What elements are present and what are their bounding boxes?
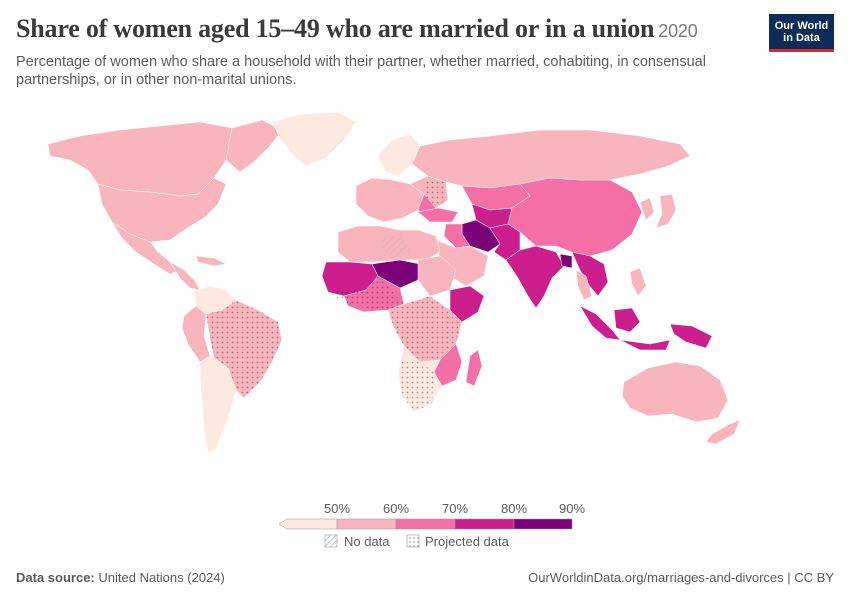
region-central-africa-dots [388, 296, 462, 362]
region-india[interactable] [505, 245, 565, 309]
projected-swatch [406, 534, 420, 548]
region-chile-argentina[interactable] [199, 355, 237, 453]
region-japan[interactable] [655, 193, 677, 229]
legend-tick-90: 90% [559, 501, 585, 516]
legend-bins [278, 518, 573, 530]
owid-logo[interactable]: Our World in Data [769, 14, 834, 52]
logo-line-2: in Data [783, 32, 820, 44]
region-bangladesh[interactable] [559, 253, 573, 269]
region-indonesia-borneo[interactable] [613, 307, 641, 333]
region-philippines[interactable] [629, 267, 647, 297]
region-central-america[interactable] [169, 261, 201, 291]
logo-line-1: Our World [774, 20, 829, 32]
legend-bin-3[interactable] [454, 518, 515, 530]
region-australia[interactable] [621, 361, 729, 423]
region-caribbean[interactable] [195, 255, 227, 267]
chart-title: Share of women aged 15–49 who are marrie… [16, 14, 698, 44]
region-indochina[interactable] [571, 251, 609, 297]
data-source-value: United Nations (2024) [98, 570, 225, 585]
region-ukraine-dots [424, 180, 446, 208]
chart-subtitle: Percentage of women who share a househol… [16, 54, 706, 88]
region-thailand[interactable] [575, 269, 593, 301]
region-brazil-projected [206, 300, 282, 398]
legend-ticks: 50% 60% 70% 80% 90% [324, 501, 585, 516]
footer-url[interactable]: OurWorldinData.org/marriages-and-divorce… [528, 570, 834, 585]
region-greenland[interactable] [271, 111, 357, 167]
region-turkey[interactable] [417, 207, 459, 223]
legend-bin-below-50[interactable] [278, 518, 338, 530]
region-peru-ecuador[interactable] [181, 305, 211, 363]
data-source: Data source: United Nations (2024) [16, 570, 225, 585]
legend-bin-2[interactable] [395, 518, 456, 530]
region-madagascar[interactable] [465, 349, 483, 387]
region-north-africa-nodata [382, 236, 410, 258]
legend-tick-60: 60% [383, 501, 409, 516]
data-source-label: Data source: [16, 570, 95, 585]
legend-tick-80: 80% [501, 501, 527, 516]
legend-bin-1[interactable] [336, 518, 397, 530]
region-scandinavia[interactable] [377, 133, 421, 177]
region-indonesia-east[interactable] [619, 339, 671, 351]
region-papua[interactable] [669, 323, 713, 349]
region-canada-east[interactable] [225, 119, 283, 173]
world-map[interactable] [0, 100, 850, 490]
region-mongolia-china[interactable] [507, 177, 643, 257]
legend-bin-4[interactable] [513, 518, 573, 530]
region-southern-africa-dots [398, 362, 434, 412]
region-korea[interactable] [639, 197, 655, 221]
title-year: 2020 [658, 21, 698, 41]
legend-tick-50: 50% [324, 501, 350, 516]
projected-label: Projected data [425, 534, 510, 549]
region-russia[interactable] [411, 129, 691, 189]
no-data-swatch [324, 534, 338, 548]
legend-tick-70: 70% [442, 501, 468, 516]
title-text: Share of women aged 15–49 who are marrie… [16, 14, 655, 43]
region-new-zealand[interactable] [705, 419, 741, 445]
no-data-label: No data [344, 534, 390, 549]
region-west-africa-dots [328, 276, 404, 310]
